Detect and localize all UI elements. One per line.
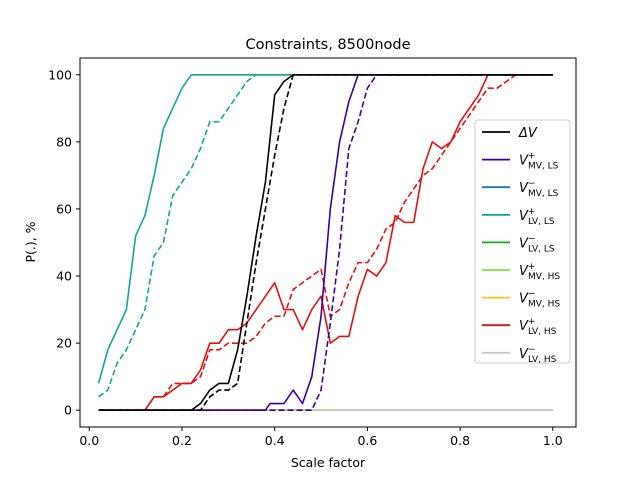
chart-title: Constraints, 8500node [245, 37, 410, 53]
legend-label-base: V [519, 236, 529, 251]
x-tick-label: 0.8 [450, 433, 470, 448]
series-line-3-dashed [98, 73, 553, 412]
y-tick-label: 80 [56, 134, 72, 149]
y-ticks: 0 20 40 60 80 100 [48, 67, 80, 418]
legend-label-subscript: MV, LS [528, 162, 559, 172]
series-layer [97, 73, 553, 412]
legend-label-superscript: + [528, 317, 536, 327]
legend-label-base: V [519, 181, 529, 196]
legend-label-base: V [519, 209, 529, 224]
x-axis-label: Scale factor [291, 455, 366, 470]
legend-label-superscript: + [528, 152, 536, 162]
x-tick-label: 0.0 [79, 433, 99, 448]
series-line-6-dashed [98, 73, 553, 398]
legend-entries: ΔVV+ MV, LSV− MV, LSV+ LV, LSV− LV, LSV+ MV, … [482, 126, 560, 365]
y-tick-label: 40 [56, 269, 72, 284]
series-line-0-solid [98, 73, 553, 412]
legend-label-subscript: LV, HS [528, 355, 557, 365]
series-line-10-solid [98, 73, 553, 412]
legend-label-base: V [519, 347, 529, 362]
legend-label: V+ MV, HS [519, 262, 560, 282]
legend-label: V− LV, LS [519, 234, 555, 254]
legend-label-base: V [519, 292, 529, 307]
legend-label: ΔV [518, 126, 538, 141]
legend-label-subscript: LV, HS [528, 327, 557, 337]
legend-label-base: V [519, 319, 529, 334]
x-tick-label: 1.0 [543, 433, 563, 448]
legend-label: V+ LV, HS [519, 317, 557, 337]
legend-label-base: V [519, 264, 529, 279]
plot-area: 0.0 0.2 0.4 0.6 0.8 1.0 0 20 40 60 80 100 [48, 57, 577, 448]
legend-label-subscript: MV, HS [528, 272, 560, 282]
legend-label-superscript: + [528, 262, 536, 272]
legend-label-superscript: − [528, 234, 536, 244]
x-tick-label: 0.2 [172, 433, 192, 448]
legend-label-superscript: − [528, 345, 536, 355]
axes-frame [79, 57, 577, 428]
legend-label-subscript: MV, HS [528, 300, 560, 310]
legend-label-subscript: LV, LS [528, 217, 555, 227]
y-tick-label: 0 [64, 403, 72, 418]
legend-label-superscript: − [528, 179, 536, 189]
y-tick-label: 20 [56, 336, 72, 351]
series-line-11-dashed [98, 73, 553, 412]
series-line-2-solid [98, 73, 553, 412]
legend-label-subscript: LV, LS [528, 244, 555, 254]
x-tick-label: 0.6 [357, 433, 377, 448]
legend-label: V− MV, LS [519, 179, 559, 199]
series-line-1-dashed [98, 73, 553, 412]
y-tick-label: 100 [48, 67, 72, 82]
legend-label: V+ LV, LS [519, 207, 555, 227]
x-tick-label: 0.4 [265, 433, 285, 448]
legend-label: V− MV, HS [519, 290, 560, 310]
y-tick-label: 60 [56, 201, 72, 216]
x-ticks: 0.0 0.2 0.4 0.6 0.8 1.0 [79, 427, 563, 448]
legend-label-superscript: + [528, 207, 536, 217]
legend-label-base: ΔV [518, 126, 538, 141]
legend-label-base: V [519, 154, 529, 169]
series-line-5-solid [97, 73, 553, 384]
legend-label: V+ MV, LS [519, 152, 559, 172]
legend: ΔVV+ MV, LSV− MV, LSV+ LV, LSV− LV, LSV+ MV, … [474, 119, 571, 365]
legend-label-subscript: MV, LS [528, 189, 559, 199]
legend-label-superscript: − [528, 290, 536, 300]
legend-frame [474, 119, 571, 364]
y-axis-label: P(.), % [23, 221, 38, 262]
legend-label: V− LV, HS [519, 345, 557, 365]
